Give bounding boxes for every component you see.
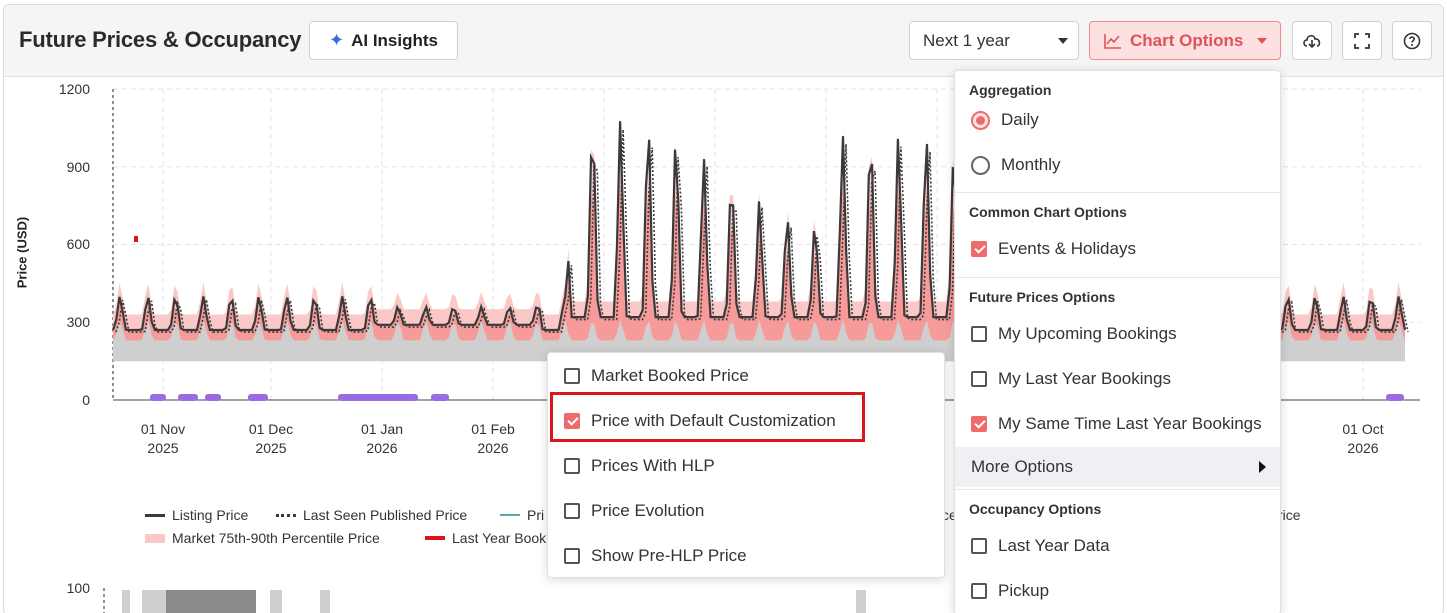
event-marker bbox=[205, 394, 221, 401]
event-marker bbox=[178, 394, 198, 401]
y-tick-label: 300 bbox=[66, 314, 90, 330]
fullscreen-icon bbox=[1354, 32, 1370, 49]
menu-item-prices-with-hlp[interactable]: Prices With HLP bbox=[548, 446, 944, 486]
last-year-booking-mark bbox=[134, 236, 138, 242]
menu-item-upcoming-bookings[interactable]: My Upcoming Bookings bbox=[955, 314, 1280, 354]
legend-swatch bbox=[145, 533, 165, 543]
chart-options-button[interactable]: Chart Options bbox=[1089, 21, 1281, 60]
y-axis-label: Price (USD) bbox=[14, 216, 30, 289]
caret-right-icon bbox=[1259, 461, 1266, 473]
radio-item-daily[interactable]: Daily bbox=[955, 100, 1280, 140]
legend-item-teal[interactable]: Pri bbox=[500, 507, 544, 523]
legend-item-last-seen-published-price[interactable]: Last Seen Published Price bbox=[276, 507, 467, 523]
occupancy-bar bbox=[856, 590, 866, 613]
x-tick-label: 01 Jan 2026 bbox=[360, 421, 404, 456]
checkbox[interactable] bbox=[971, 371, 987, 387]
fullscreen-button[interactable] bbox=[1342, 21, 1382, 60]
checkbox[interactable] bbox=[971, 326, 987, 342]
menu-item-events-holidays[interactable]: Events & Holidays bbox=[955, 229, 1280, 269]
period-select[interactable]: Next 1 year bbox=[909, 21, 1079, 60]
line-chart-icon bbox=[1104, 33, 1121, 49]
event-marker bbox=[338, 394, 418, 401]
divider bbox=[955, 192, 1280, 193]
checkbox-checked[interactable] bbox=[971, 416, 987, 432]
checkbox[interactable] bbox=[564, 503, 580, 519]
occupancy-bar bbox=[320, 590, 330, 613]
x-tick-label: 01 Nov 2025 bbox=[140, 421, 186, 456]
checkbox[interactable] bbox=[971, 583, 987, 599]
radio-item-monthly[interactable]: Monthly bbox=[955, 145, 1280, 185]
sparkle-icon: ✦ bbox=[329, 30, 345, 50]
y-tick-label: 900 bbox=[66, 159, 90, 175]
legend-swatch bbox=[425, 536, 445, 540]
occupancy-bar bbox=[166, 590, 256, 613]
page-title: Future Prices & Occupancy bbox=[19, 27, 302, 52]
legend-item-last-year-booking[interactable]: Last Year Book bbox=[425, 530, 546, 546]
menu-item-last-year-bookings[interactable]: My Last Year Bookings bbox=[955, 359, 1280, 399]
menu-item-pickup[interactable]: Pickup bbox=[955, 571, 1280, 611]
section-title-occupancy: Occupancy Options bbox=[969, 501, 1102, 517]
legend-item-market-75-90[interactable]: Market 75th-90th Percentile Price bbox=[145, 530, 380, 546]
caret-down-icon bbox=[1058, 38, 1068, 44]
menu-item-last-year-data[interactable]: Last Year Data bbox=[955, 526, 1280, 566]
event-marker bbox=[248, 394, 268, 401]
section-title-future: Future Prices Options bbox=[969, 289, 1116, 305]
occupancy-bar bbox=[270, 590, 282, 613]
checkbox[interactable] bbox=[564, 368, 580, 384]
divider bbox=[955, 277, 1280, 278]
chart-options-label: Chart Options bbox=[1130, 30, 1244, 50]
checkbox[interactable] bbox=[564, 458, 580, 474]
legend-item-listing-price[interactable]: Listing Price bbox=[145, 507, 248, 523]
x-tick-label: 01 Feb 2026 bbox=[471, 421, 515, 456]
legend-swatch bbox=[500, 514, 520, 516]
chart-options-menu: Aggregation Daily Monthly Common Chart O… bbox=[954, 70, 1281, 613]
x-tick-label: 01 Dec 2025 bbox=[248, 421, 294, 456]
checkbox[interactable] bbox=[971, 538, 987, 554]
card-header: Future Prices & Occupancy ✦ AI Insights … bbox=[4, 5, 1443, 77]
menu-item-more-options[interactable]: More Options bbox=[955, 447, 1280, 487]
event-marker bbox=[431, 394, 449, 401]
legend-swatch bbox=[276, 513, 296, 517]
section-title-aggregation: Aggregation bbox=[969, 82, 1052, 98]
divider bbox=[955, 489, 1280, 490]
menu-item-price-default-customization[interactable]: Price with Default Customization bbox=[548, 401, 944, 441]
section-title-common: Common Chart Options bbox=[969, 204, 1127, 220]
help-button[interactable] bbox=[1392, 21, 1432, 60]
radio-selected[interactable] bbox=[971, 110, 990, 130]
event-marker bbox=[1386, 394, 1404, 401]
menu-item-show-pre-hlp-price[interactable]: Show Pre-HLP Price bbox=[548, 536, 944, 576]
ai-insights-label: AI Insights bbox=[351, 30, 438, 50]
ai-insights-button[interactable]: ✦ AI Insights bbox=[309, 21, 458, 60]
checkbox-checked[interactable] bbox=[564, 413, 580, 429]
menu-item-market-booked-price[interactable]: Market Booked Price bbox=[548, 356, 944, 396]
y-tick-label: 0 bbox=[82, 392, 90, 408]
checkbox-checked[interactable] bbox=[971, 241, 987, 257]
x-tick-label: 01 Oct 2026 bbox=[1342, 421, 1384, 456]
period-select-value: Next 1 year bbox=[923, 30, 1010, 50]
y-tick-label: 1200 bbox=[58, 81, 90, 97]
caret-down-icon bbox=[1257, 37, 1268, 44]
y-tick-label: 600 bbox=[66, 236, 90, 252]
radio[interactable] bbox=[971, 155, 990, 175]
legend-swatch bbox=[145, 513, 165, 517]
checkbox[interactable] bbox=[564, 548, 580, 564]
download-button[interactable] bbox=[1292, 21, 1332, 60]
occupancy-y-tick-label: 100 bbox=[66, 580, 90, 596]
occupancy-bar bbox=[122, 590, 130, 613]
menu-item-price-evolution[interactable]: Price Evolution bbox=[548, 491, 944, 531]
highlight-box bbox=[550, 392, 865, 442]
download-cloud-icon bbox=[1303, 34, 1321, 48]
legend-fragment: rice bbox=[1278, 507, 1301, 523]
menu-item-same-time-last-year[interactable]: My Same Time Last Year Bookings bbox=[955, 404, 1280, 444]
more-options-menu: Market Booked Price Price with Default C… bbox=[547, 352, 945, 578]
legend-fragment: ce bbox=[942, 507, 957, 523]
help-icon bbox=[1403, 32, 1421, 49]
event-marker bbox=[150, 394, 166, 401]
